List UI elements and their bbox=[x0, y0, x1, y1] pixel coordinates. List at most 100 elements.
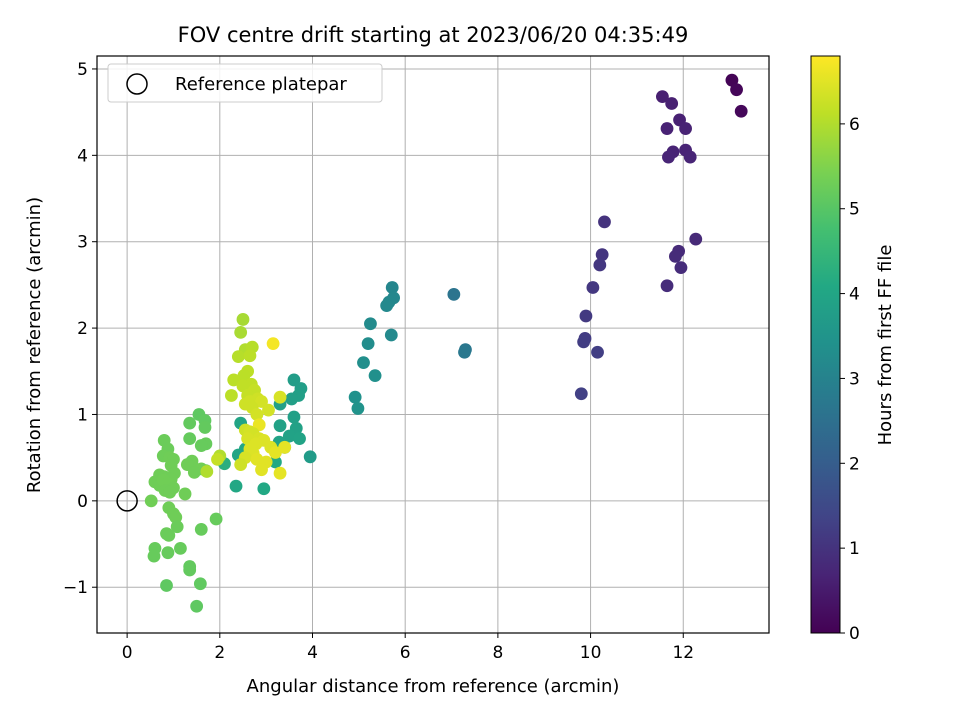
colorbar-ticks: 0 1 2 3 4 5 6 bbox=[840, 115, 860, 644]
data-point bbox=[380, 299, 394, 313]
data-point bbox=[656, 90, 669, 103]
data-point bbox=[683, 150, 697, 164]
data-point bbox=[674, 261, 688, 275]
y-tick-label: −1 bbox=[63, 578, 88, 598]
colorbar-gradient bbox=[810, 55, 841, 634]
colorbar: 0 1 2 3 4 5 6 Hours from first FF file bbox=[810, 55, 896, 644]
data-point bbox=[689, 232, 703, 246]
data-points bbox=[116, 73, 748, 613]
x-tick-label: 0 bbox=[122, 643, 133, 663]
plot-frame bbox=[96, 55, 770, 634]
data-point bbox=[194, 439, 208, 452]
data-point bbox=[660, 122, 674, 135]
data-point bbox=[595, 248, 609, 262]
data-point bbox=[364, 317, 377, 331]
data-point bbox=[144, 494, 158, 508]
data-point bbox=[679, 122, 692, 135]
data-point bbox=[730, 83, 743, 97]
data-point bbox=[147, 549, 161, 563]
data-point bbox=[161, 546, 175, 560]
data-point bbox=[160, 579, 173, 592]
data-point bbox=[293, 432, 306, 446]
data-point bbox=[200, 465, 214, 478]
x-axis-label: Angular distance from reference (arcmin) bbox=[247, 676, 620, 697]
data-point bbox=[178, 487, 192, 501]
data-point bbox=[725, 73, 739, 87]
colorbar-tick-label: 2 bbox=[849, 454, 860, 474]
data-point bbox=[447, 288, 461, 301]
data-point bbox=[193, 577, 207, 591]
data-point bbox=[243, 349, 257, 363]
data-point bbox=[734, 104, 748, 118]
data-point bbox=[586, 281, 600, 294]
data-point bbox=[357, 356, 370, 370]
grid-lines bbox=[97, 56, 769, 633]
legend-entry: Reference platepar bbox=[175, 74, 347, 95]
x-tick-label: 6 bbox=[400, 643, 411, 663]
data-point bbox=[577, 335, 591, 349]
data-point bbox=[273, 419, 287, 433]
data-point bbox=[209, 512, 223, 526]
data-point bbox=[169, 510, 183, 524]
data-point bbox=[170, 520, 184, 534]
data-point bbox=[361, 337, 375, 351]
data-point bbox=[285, 392, 299, 406]
data-point bbox=[255, 395, 268, 408]
x-axis-ticks: 0 2 4 6 8 10 12 bbox=[122, 633, 694, 663]
data-point bbox=[198, 421, 212, 434]
y-tick-label: 1 bbox=[77, 405, 88, 425]
data-point bbox=[266, 337, 280, 351]
x-tick-label: 10 bbox=[580, 643, 602, 663]
data-point bbox=[458, 345, 471, 359]
y-tick-label: 3 bbox=[77, 233, 88, 253]
data-point bbox=[368, 369, 382, 382]
legend-marker bbox=[126, 73, 148, 95]
data-point bbox=[255, 463, 268, 477]
data-point bbox=[660, 279, 674, 293]
data-point bbox=[229, 479, 243, 493]
reference-point bbox=[116, 490, 138, 512]
data-point bbox=[668, 249, 682, 263]
data-point bbox=[287, 410, 301, 424]
data-point bbox=[250, 408, 264, 421]
data-point bbox=[225, 389, 238, 402]
data-point bbox=[257, 482, 271, 496]
data-point bbox=[385, 281, 399, 294]
legend: Reference platepar bbox=[107, 63, 383, 103]
x-tick-label: 8 bbox=[492, 643, 503, 663]
y-axis-label: Rotation from reference (arcmin) bbox=[24, 197, 45, 493]
x-tick-label: 12 bbox=[672, 643, 694, 663]
data-point bbox=[269, 455, 282, 469]
colorbar-tick-label: 1 bbox=[849, 539, 860, 559]
data-point bbox=[273, 390, 287, 404]
data-point bbox=[234, 326, 248, 339]
chart-title: FOV centre drift starting at 2023/06/20 … bbox=[178, 23, 689, 47]
data-point bbox=[665, 97, 679, 110]
data-point bbox=[236, 313, 250, 326]
data-point bbox=[579, 309, 593, 323]
colorbar-label: Hours from first FF file bbox=[875, 245, 896, 446]
y-axis-ticks: −1 0 1 2 3 4 5 bbox=[63, 60, 97, 598]
data-point bbox=[287, 373, 301, 387]
data-point bbox=[231, 350, 245, 363]
colorbar-tick-label: 0 bbox=[849, 624, 860, 644]
data-point bbox=[303, 450, 317, 464]
data-point bbox=[163, 485, 177, 499]
data-point bbox=[384, 328, 398, 342]
data-point bbox=[598, 215, 611, 229]
y-tick-label: 0 bbox=[77, 492, 88, 512]
data-point bbox=[183, 563, 197, 577]
data-point bbox=[227, 373, 241, 387]
data-point bbox=[278, 440, 292, 454]
data-point bbox=[194, 522, 208, 536]
data-point bbox=[174, 541, 187, 555]
x-tick-label: 2 bbox=[214, 643, 225, 663]
data-point bbox=[183, 432, 197, 446]
y-tick-label: 4 bbox=[77, 146, 88, 166]
data-point bbox=[236, 379, 250, 393]
data-point bbox=[234, 458, 248, 471]
data-point bbox=[593, 258, 607, 272]
colorbar-tick-label: 4 bbox=[849, 285, 860, 305]
colorbar-tick-label: 5 bbox=[849, 200, 860, 220]
